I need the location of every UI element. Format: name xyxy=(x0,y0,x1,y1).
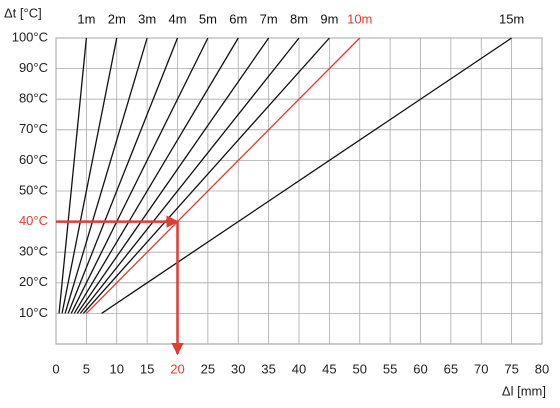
x-tick-label: 35 xyxy=(261,361,275,376)
series-line xyxy=(58,37,88,314)
y-tick-label: 40°C xyxy=(19,213,48,228)
y-tick-label: 90°C xyxy=(19,60,48,75)
x-tick-label: 25 xyxy=(201,361,215,376)
series-label: 1m xyxy=(77,11,95,26)
series-line xyxy=(82,37,330,314)
y-axis-label: Δt [°C] xyxy=(4,5,42,20)
x-tick-label: 60 xyxy=(413,361,427,376)
series-label: 6m xyxy=(229,11,247,26)
series-line xyxy=(67,37,179,314)
x-tick-label: 65 xyxy=(444,361,458,376)
x-tick-label: 80 xyxy=(535,361,549,376)
x-tick-label: 40 xyxy=(292,361,306,376)
x-tick-label: 50 xyxy=(353,361,367,376)
y-tick-label: 60°C xyxy=(19,152,48,167)
series-line xyxy=(79,37,300,314)
series-label: 5m xyxy=(199,11,217,26)
series-line xyxy=(61,37,118,314)
series-line xyxy=(101,37,512,314)
series-line xyxy=(64,37,148,314)
x-tick-label: 5 xyxy=(83,361,90,376)
series-label: 7m xyxy=(260,11,278,26)
x-tick-label: 10 xyxy=(110,361,124,376)
series-label: 9m xyxy=(320,11,338,26)
x-tick-label: 45 xyxy=(322,361,336,376)
series-line xyxy=(73,37,239,314)
x-tick-label: 20 xyxy=(170,361,184,376)
x-tick-label: 70 xyxy=(474,361,488,376)
series-label: 8m xyxy=(290,11,308,26)
x-tick-label: 0 xyxy=(52,361,59,376)
x-axis-label: Δl [mm] xyxy=(502,383,546,398)
y-tick-label: 50°C xyxy=(19,182,48,197)
x-tick-label: 75 xyxy=(504,361,518,376)
x-tick-label: 55 xyxy=(383,361,397,376)
x-tick-label: 30 xyxy=(231,361,245,376)
x-tick-label: 15 xyxy=(140,361,154,376)
y-tick-label: 80°C xyxy=(19,91,48,106)
series-label: 4m xyxy=(168,11,186,26)
series-label: 10m xyxy=(347,11,372,26)
series-label: 3m xyxy=(138,11,156,26)
series-line xyxy=(70,37,209,314)
y-tick-label: 70°C xyxy=(19,121,48,136)
series-line xyxy=(85,37,361,314)
y-tick-label: 100°C xyxy=(12,29,48,44)
y-tick-label: 10°C xyxy=(19,305,48,320)
y-tick-label: 20°C xyxy=(19,274,48,289)
series-label: 15m xyxy=(499,11,524,26)
series-line xyxy=(76,37,270,314)
y-tick-label: 30°C xyxy=(19,244,48,259)
series-label: 2m xyxy=(108,11,126,26)
